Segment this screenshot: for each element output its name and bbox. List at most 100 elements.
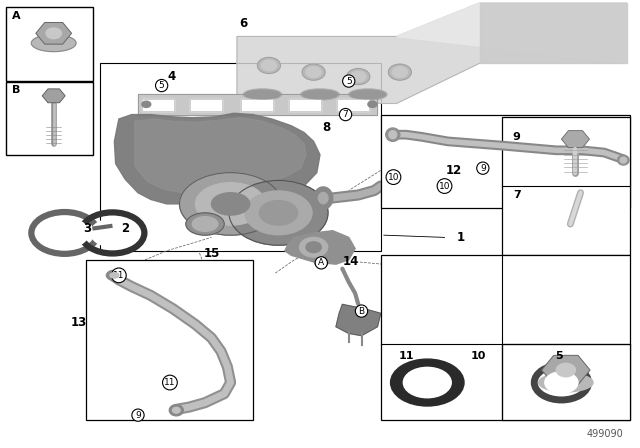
Ellipse shape: [390, 359, 464, 406]
Text: 4: 4: [168, 70, 176, 83]
Text: 5: 5: [346, 77, 351, 86]
Ellipse shape: [106, 271, 122, 280]
Ellipse shape: [186, 213, 224, 235]
Text: 7: 7: [342, 110, 348, 119]
Circle shape: [315, 258, 328, 267]
Ellipse shape: [618, 155, 629, 165]
Text: 11: 11: [164, 378, 175, 387]
FancyBboxPatch shape: [502, 344, 630, 420]
Circle shape: [142, 101, 151, 108]
Text: 9: 9: [135, 411, 141, 420]
Text: 5: 5: [159, 81, 164, 90]
Ellipse shape: [545, 372, 578, 393]
Bar: [289, 99, 321, 112]
Ellipse shape: [192, 217, 218, 231]
Circle shape: [368, 101, 377, 108]
Polygon shape: [397, 3, 627, 63]
Bar: [241, 99, 273, 112]
Circle shape: [556, 363, 575, 377]
Polygon shape: [479, 3, 627, 63]
FancyBboxPatch shape: [6, 8, 93, 81]
Text: B: B: [12, 85, 20, 95]
Bar: [143, 99, 174, 112]
Polygon shape: [285, 231, 355, 264]
FancyBboxPatch shape: [381, 115, 630, 208]
Ellipse shape: [31, 34, 76, 52]
Bar: [190, 99, 222, 112]
Bar: [143, 99, 174, 112]
Text: 13: 13: [70, 316, 87, 329]
Circle shape: [306, 67, 321, 78]
Text: B: B: [358, 306, 365, 315]
Ellipse shape: [319, 193, 328, 204]
Text: 12: 12: [446, 164, 462, 177]
Ellipse shape: [211, 193, 250, 215]
Text: 10: 10: [388, 172, 399, 181]
Ellipse shape: [349, 89, 387, 100]
Polygon shape: [237, 3, 627, 103]
Text: 14: 14: [342, 255, 359, 268]
Ellipse shape: [40, 218, 89, 248]
Ellipse shape: [620, 157, 627, 163]
Circle shape: [351, 71, 366, 82]
Text: 11: 11: [113, 271, 125, 280]
Text: 499090: 499090: [587, 429, 623, 439]
Polygon shape: [135, 118, 306, 193]
FancyBboxPatch shape: [100, 63, 381, 251]
Text: 7: 7: [513, 190, 520, 200]
Text: 15: 15: [204, 246, 220, 259]
Text: 2: 2: [121, 222, 129, 235]
Circle shape: [388, 64, 412, 80]
Circle shape: [347, 69, 370, 85]
FancyBboxPatch shape: [502, 117, 630, 255]
Ellipse shape: [229, 181, 328, 245]
Text: A: A: [318, 258, 324, 267]
Ellipse shape: [301, 89, 339, 100]
Ellipse shape: [91, 219, 134, 247]
Text: 9: 9: [513, 132, 520, 142]
Ellipse shape: [389, 131, 397, 139]
Text: 9: 9: [480, 164, 486, 172]
Bar: [337, 99, 369, 112]
Circle shape: [300, 237, 328, 257]
Bar: [190, 99, 222, 112]
Text: 3: 3: [83, 222, 91, 235]
Ellipse shape: [403, 367, 451, 398]
Text: A: A: [12, 10, 21, 21]
Text: 8: 8: [323, 121, 330, 134]
Ellipse shape: [179, 172, 282, 235]
Bar: [337, 99, 369, 112]
Circle shape: [306, 242, 321, 253]
Ellipse shape: [259, 201, 298, 225]
Ellipse shape: [170, 405, 183, 416]
Circle shape: [257, 57, 280, 73]
Ellipse shape: [245, 191, 312, 235]
Text: 10: 10: [439, 181, 451, 190]
Bar: [241, 99, 273, 112]
Text: 10: 10: [470, 351, 486, 361]
Ellipse shape: [386, 128, 400, 142]
Bar: [289, 99, 321, 112]
FancyBboxPatch shape: [6, 82, 93, 155]
Text: 1: 1: [456, 231, 465, 244]
Circle shape: [46, 28, 61, 39]
Ellipse shape: [243, 89, 282, 100]
Ellipse shape: [110, 273, 119, 278]
Circle shape: [302, 64, 325, 80]
Polygon shape: [115, 113, 320, 204]
Ellipse shape: [303, 90, 337, 99]
Text: 5: 5: [556, 351, 563, 361]
Text: 6: 6: [239, 17, 248, 30]
FancyBboxPatch shape: [381, 255, 630, 420]
Polygon shape: [336, 304, 381, 336]
Ellipse shape: [314, 187, 333, 209]
FancyBboxPatch shape: [86, 260, 253, 420]
Polygon shape: [138, 95, 378, 115]
Text: 11: 11: [399, 351, 414, 361]
Ellipse shape: [195, 183, 266, 225]
Circle shape: [392, 67, 408, 78]
Ellipse shape: [539, 373, 593, 392]
Circle shape: [261, 60, 276, 71]
Ellipse shape: [245, 90, 280, 99]
Ellipse shape: [350, 90, 385, 99]
